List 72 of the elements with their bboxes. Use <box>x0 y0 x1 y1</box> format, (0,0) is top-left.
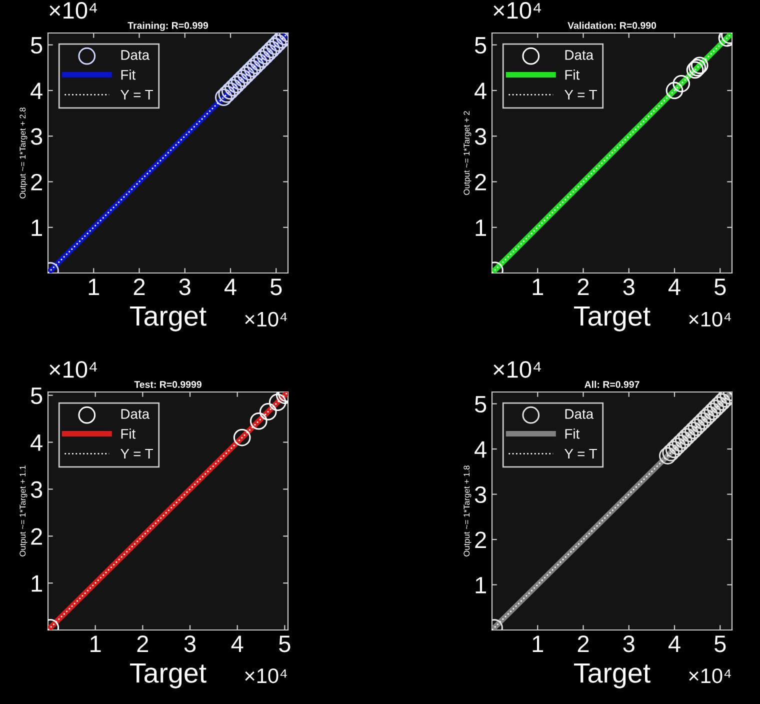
x-tick-label: 4 <box>668 636 680 652</box>
y-axis-title: Output ~= 1*Target + 2.8 <box>20 108 28 198</box>
x-tick-label: 4 <box>224 278 236 295</box>
y-tick-label: 5 <box>30 388 42 404</box>
y-tick-label: 1 <box>32 220 42 236</box>
y-tick-label: 5 <box>30 37 42 54</box>
y-axis-title: Output ~= 1*Target + 1.8 <box>464 466 472 556</box>
x-tick-label: 5 <box>270 278 282 296</box>
x-tick-label: 3 <box>623 635 634 652</box>
x-axis-title: Target <box>574 306 650 332</box>
x-tick-label: 1 <box>88 278 100 295</box>
y-tick-label: 4 <box>474 441 486 458</box>
legend-label: Data <box>565 50 594 60</box>
legend-label: Data <box>121 50 150 60</box>
legend-label: Y = T <box>564 90 597 100</box>
x-tick-label: 2 <box>137 635 148 652</box>
legend-label: Fit <box>121 428 136 439</box>
x-tick-label: 4 <box>668 278 680 295</box>
y-tick-label: 1 <box>476 577 486 594</box>
y-tick-label: 2 <box>31 528 42 545</box>
x-tick-label: 3 <box>623 278 634 296</box>
chart-title: All: R=0.997 <box>584 380 640 388</box>
legend-label: Fit <box>565 428 580 439</box>
y-tick-label: 3 <box>474 486 486 504</box>
y-tick-label: 4 <box>474 82 486 100</box>
legend-label: Y = T <box>120 448 153 459</box>
y-axis-title: Output ~= 1*Target + 1.1 <box>20 466 28 556</box>
legend-label: Y = T <box>120 90 153 100</box>
x-axis-title: Target <box>574 663 650 688</box>
x-tick-label: 5 <box>714 278 726 296</box>
y-tick-label: 2 <box>31 174 42 190</box>
y-tick-label: 1 <box>476 220 486 236</box>
legend-label: Data <box>121 409 150 419</box>
legend-label: Fit <box>121 70 136 80</box>
x-tick-label: 3 <box>184 635 196 652</box>
y-tick-label: 5 <box>474 396 486 413</box>
y-tick-label: 3 <box>30 128 42 145</box>
x-tick-label: 3 <box>179 278 190 296</box>
chart-title: Test: R=0.9999 <box>134 381 202 388</box>
x-tick-label: 1 <box>90 636 101 652</box>
text: ×10⁴ <box>50 2 98 19</box>
y-tick-label: 5 <box>474 37 486 54</box>
x-tick-label: 1 <box>532 636 544 652</box>
x-tick-label: 5 <box>714 636 726 652</box>
text: ×10⁴ <box>494 2 542 19</box>
legend-label: Data <box>565 409 594 419</box>
x-tick-label: 2 <box>578 278 589 295</box>
x-tick-label: 2 <box>578 635 589 652</box>
x-tick-label: 4 <box>231 636 244 652</box>
y-tick-label: 4 <box>30 82 42 100</box>
text: ×10⁴ <box>245 668 287 684</box>
x-axis-title: Target <box>130 306 206 332</box>
chart-title: Training: R=0.999 <box>128 22 208 31</box>
x-axis-title: Target <box>130 663 206 688</box>
y-axis-title: Output ~= 1*Target + 2 <box>464 111 472 195</box>
chart-title: Validation: R=0.990 <box>568 22 656 29</box>
x-tick-label: 1 <box>532 278 544 295</box>
text: ×10⁴ <box>689 312 731 327</box>
y-tick-label: 2 <box>475 174 486 190</box>
text: ×10⁴ <box>245 312 287 327</box>
text: ×10⁴ <box>50 361 98 378</box>
x-tick-label: 2 <box>134 278 145 295</box>
y-tick-label: 4 <box>30 434 42 451</box>
text: ×10⁴ <box>494 361 542 378</box>
y-tick-label: 2 <box>475 532 486 548</box>
y-tick-label: 1 <box>32 575 42 592</box>
legend-label: Y = T <box>564 448 597 459</box>
x-tick-label: 5 <box>279 636 290 652</box>
y-tick-label: 3 <box>474 128 486 145</box>
text: ×10⁴ <box>689 668 731 684</box>
y-tick-label: 3 <box>30 481 42 498</box>
legend-label: Fit <box>565 70 580 80</box>
